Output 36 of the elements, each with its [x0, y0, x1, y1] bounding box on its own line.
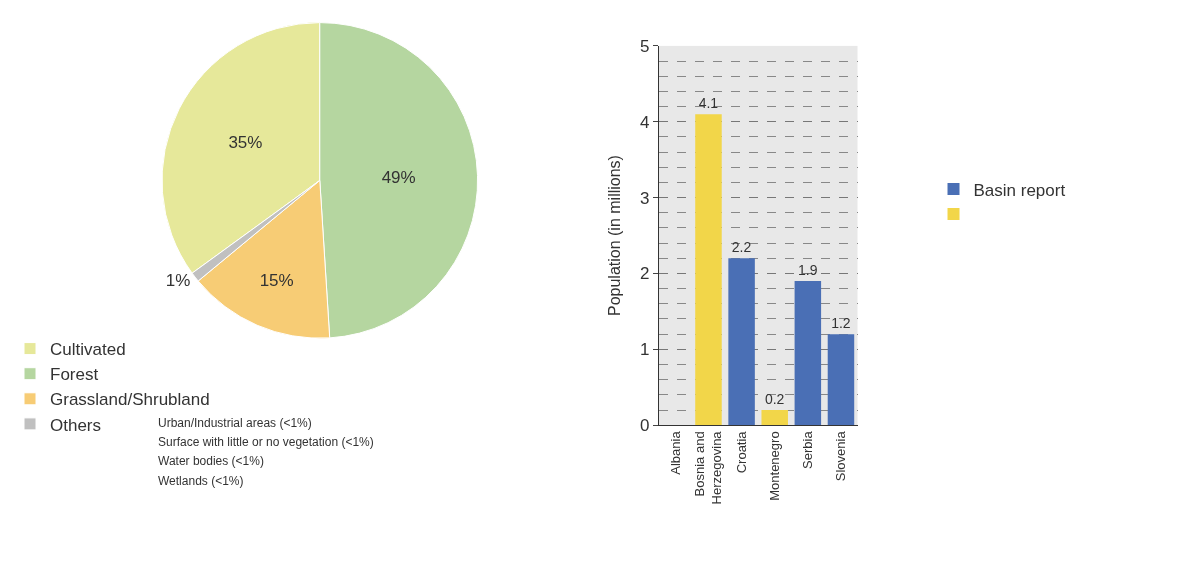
x-tick-label: Montenegro [766, 431, 782, 501]
bar [794, 281, 822, 426]
y-axis-title: Population (in millions) [605, 155, 623, 317]
data-label: 1% [165, 271, 191, 291]
bar [728, 258, 755, 426]
data-label: 35% [228, 133, 263, 153]
data-label: 2.2 [731, 239, 752, 256]
data-label: 4.1 [698, 95, 719, 112]
x-tick-label: Albania [667, 430, 683, 475]
bar [761, 410, 788, 426]
legend-label: Others [50, 415, 102, 435]
legend-label: Basin report [973, 180, 1066, 200]
data-label: 1.9 [798, 262, 818, 279]
data-label: 0.2 [764, 391, 785, 408]
text: Surface with little or no vegetation (<1%) [158, 435, 374, 449]
text: Wetlands (<1%) [158, 474, 244, 488]
y-tick-label: 5 [639, 36, 650, 56]
y-tick-label: 0 [639, 416, 650, 436]
x-tick-label: Serbia [800, 430, 816, 469]
y-tick-label: 4 [639, 112, 650, 132]
data-label: 1.2 [831, 315, 851, 332]
text: Water bodies (<1%) [158, 454, 264, 468]
x-tick-label: Bosnia and Herzegovina [692, 430, 725, 505]
y-tick-label: 1 [639, 340, 650, 360]
data-label: 49% [381, 168, 416, 188]
text: Urban/Industrial areas (<1%) [158, 416, 312, 430]
x-tick-label: Slovenia [833, 430, 849, 482]
y-tick-label: 3 [639, 188, 650, 208]
legend-label: Grassland/Shrubland [50, 390, 210, 410]
bar [827, 334, 855, 426]
legend-label: Cultivated [50, 340, 126, 360]
bar [695, 114, 722, 426]
y-tick-label: 2 [639, 264, 650, 284]
legend-label: Forest [50, 365, 99, 385]
x-tick-label: Croatia [733, 430, 749, 474]
data-label: 15% [259, 270, 294, 290]
